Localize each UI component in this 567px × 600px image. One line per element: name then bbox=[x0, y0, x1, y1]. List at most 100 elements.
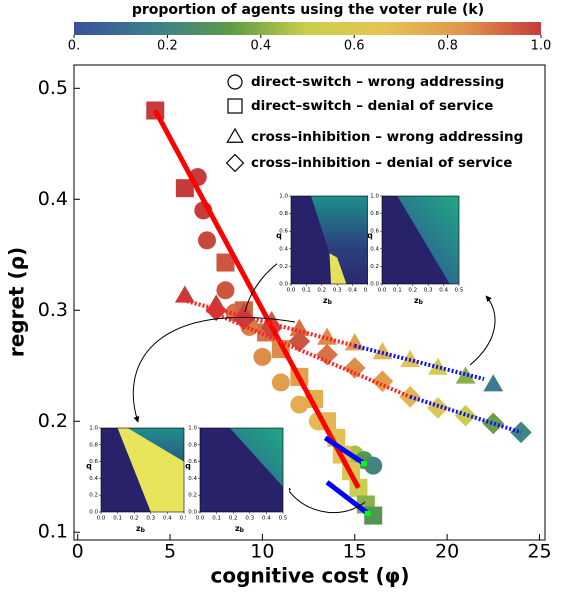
heatmap-region bbox=[200, 428, 283, 512]
marker-circle bbox=[290, 395, 309, 414]
marker-triangle bbox=[226, 127, 244, 143]
inset-x-tick-label: 0.4 bbox=[348, 288, 357, 294]
inset-x-tick-label: 0.3 bbox=[146, 516, 155, 522]
arrow bbox=[132, 317, 296, 423]
fit-line bbox=[409, 394, 522, 435]
inset-x-tick-label: 0.2 bbox=[229, 516, 238, 522]
inset-y-tick-label: 0.4 bbox=[188, 476, 197, 482]
heatmap bbox=[291, 196, 368, 284]
colorbar-tick-label: 0.4 bbox=[250, 39, 271, 54]
inset-y-tick-label: 0.8 bbox=[370, 211, 379, 217]
marker-diamond bbox=[371, 370, 394, 393]
marker-circle bbox=[216, 281, 235, 300]
colorbar bbox=[74, 22, 541, 35]
legend-label: direct–switch – wrong addressing bbox=[251, 74, 504, 90]
inset-x-title-main: z bbox=[136, 524, 141, 533]
inset-x-tick-label: 0.0 bbox=[287, 288, 296, 294]
inset-x-tick-label: 0.3 bbox=[245, 516, 254, 522]
inset-x-tick-label: 0.5 bbox=[455, 288, 464, 294]
inset-x-title-sub: b bbox=[328, 299, 333, 306]
marker-diamond bbox=[288, 330, 311, 353]
inset-frame bbox=[199, 427, 284, 513]
inset-y-tick-label: 0.0 bbox=[188, 510, 197, 516]
marker-triangle bbox=[483, 374, 504, 392]
inset-y-title: q bbox=[86, 461, 92, 470]
end-marker bbox=[360, 460, 367, 466]
inset-x-title-sub: b bbox=[419, 299, 424, 306]
inset-y-tick-label: 0.2 bbox=[279, 264, 288, 270]
legend: direct–switch – wrong addressing direct–s… bbox=[225, 74, 523, 173]
heatmap bbox=[200, 428, 283, 512]
inset-x-tick-label: 0.3 bbox=[333, 288, 342, 294]
x-tick-label: 10 bbox=[250, 541, 274, 563]
y-tick-label: 0.4 bbox=[38, 188, 68, 210]
inset-x-title-sub: b bbox=[141, 527, 146, 534]
inset-y-title: q bbox=[367, 231, 373, 240]
inset-y-tick-label: 0.8 bbox=[89, 442, 98, 448]
arrows bbox=[132, 252, 496, 514]
inset-frame bbox=[381, 195, 460, 285]
inset-x-title-sub: b bbox=[240, 527, 245, 534]
inset-x-title: zb bbox=[235, 524, 245, 534]
legend-label: cross–inhibition – denial of service bbox=[251, 155, 512, 171]
heatmap bbox=[101, 428, 184, 512]
marker-diamond bbox=[454, 404, 477, 427]
x-tick-label: 15 bbox=[343, 541, 367, 563]
inset-x-tick-label: 0.5 bbox=[279, 516, 288, 522]
marker-circle bbox=[253, 347, 272, 366]
marker-diamond bbox=[343, 357, 366, 379]
y-tick-label: 0.5 bbox=[38, 77, 68, 99]
legend-label: direct–switch – denial of service bbox=[251, 98, 493, 114]
inset-y-tick-label: 0.8 bbox=[279, 211, 288, 217]
inset-x-tick-label: 0.1 bbox=[212, 516, 221, 522]
fit-layer bbox=[153, 109, 522, 516]
heatmap bbox=[382, 196, 459, 284]
y-tick-label: 0.3 bbox=[38, 299, 68, 321]
marker-diamond bbox=[225, 153, 245, 173]
inset-x-tick-label: 0.2 bbox=[130, 516, 139, 522]
inset-x-title: zb bbox=[136, 524, 146, 534]
y-tick-label: 0.2 bbox=[38, 410, 68, 432]
insets: 0.00.10.20.30.40.50.00.20.40.60.81.0zbq … bbox=[86, 193, 465, 534]
marker-triangle bbox=[455, 366, 476, 384]
x-tick-label: 5 bbox=[164, 541, 176, 563]
marker-triangle bbox=[317, 327, 337, 345]
marker-square bbox=[175, 179, 194, 198]
inset-y-tick-label: 0.0 bbox=[279, 282, 288, 288]
inset-x-tick-label: 0.2 bbox=[317, 288, 326, 294]
inset-x-title-main: z bbox=[323, 296, 328, 305]
colorbar-title: proportion of agents using the voter rul… bbox=[132, 2, 484, 18]
inset-x-title-main: z bbox=[235, 524, 240, 533]
marker-square bbox=[216, 253, 235, 272]
inset-y-tick-label: 0.8 bbox=[188, 442, 197, 448]
inset-y-tick-label: 0.6 bbox=[188, 459, 197, 465]
legend-label: cross–inhibition – wrong addressing bbox=[251, 129, 523, 145]
inset-x-tick-label: 0.1 bbox=[113, 516, 122, 522]
end-marker bbox=[364, 510, 371, 516]
colorbar-tick-label: 1.0 bbox=[531, 39, 552, 54]
marker-circle bbox=[197, 231, 216, 250]
inset-y-tick-label: 0.4 bbox=[370, 246, 379, 252]
x-axis-title: cognitive cost (φ) bbox=[211, 564, 410, 588]
inset-x-tick-label: 0.0 bbox=[97, 516, 106, 522]
inset-x-tick-label: 0.4 bbox=[163, 516, 172, 522]
inset-y-tick-label: 0.2 bbox=[370, 264, 379, 270]
marker-square bbox=[227, 98, 243, 114]
plot-frame bbox=[73, 64, 546, 541]
colorbar-tick-label: 0. bbox=[68, 39, 80, 54]
heatmap-region bbox=[101, 428, 151, 512]
x-tick-label: 0 bbox=[72, 541, 84, 563]
heatmap-region bbox=[382, 196, 450, 284]
inset-x-title: zb bbox=[323, 296, 333, 306]
inset-x-tick-label: 0.0 bbox=[196, 516, 205, 522]
inset-x-tick-label: 0.5 bbox=[180, 516, 189, 522]
inset-x-tick-label: 0.1 bbox=[302, 288, 311, 294]
inset-x-tick-label: 0.4 bbox=[262, 516, 271, 522]
inset-y-tick-label: 1.0 bbox=[370, 194, 379, 200]
colorbar-tick-label: 0.8 bbox=[437, 39, 458, 54]
